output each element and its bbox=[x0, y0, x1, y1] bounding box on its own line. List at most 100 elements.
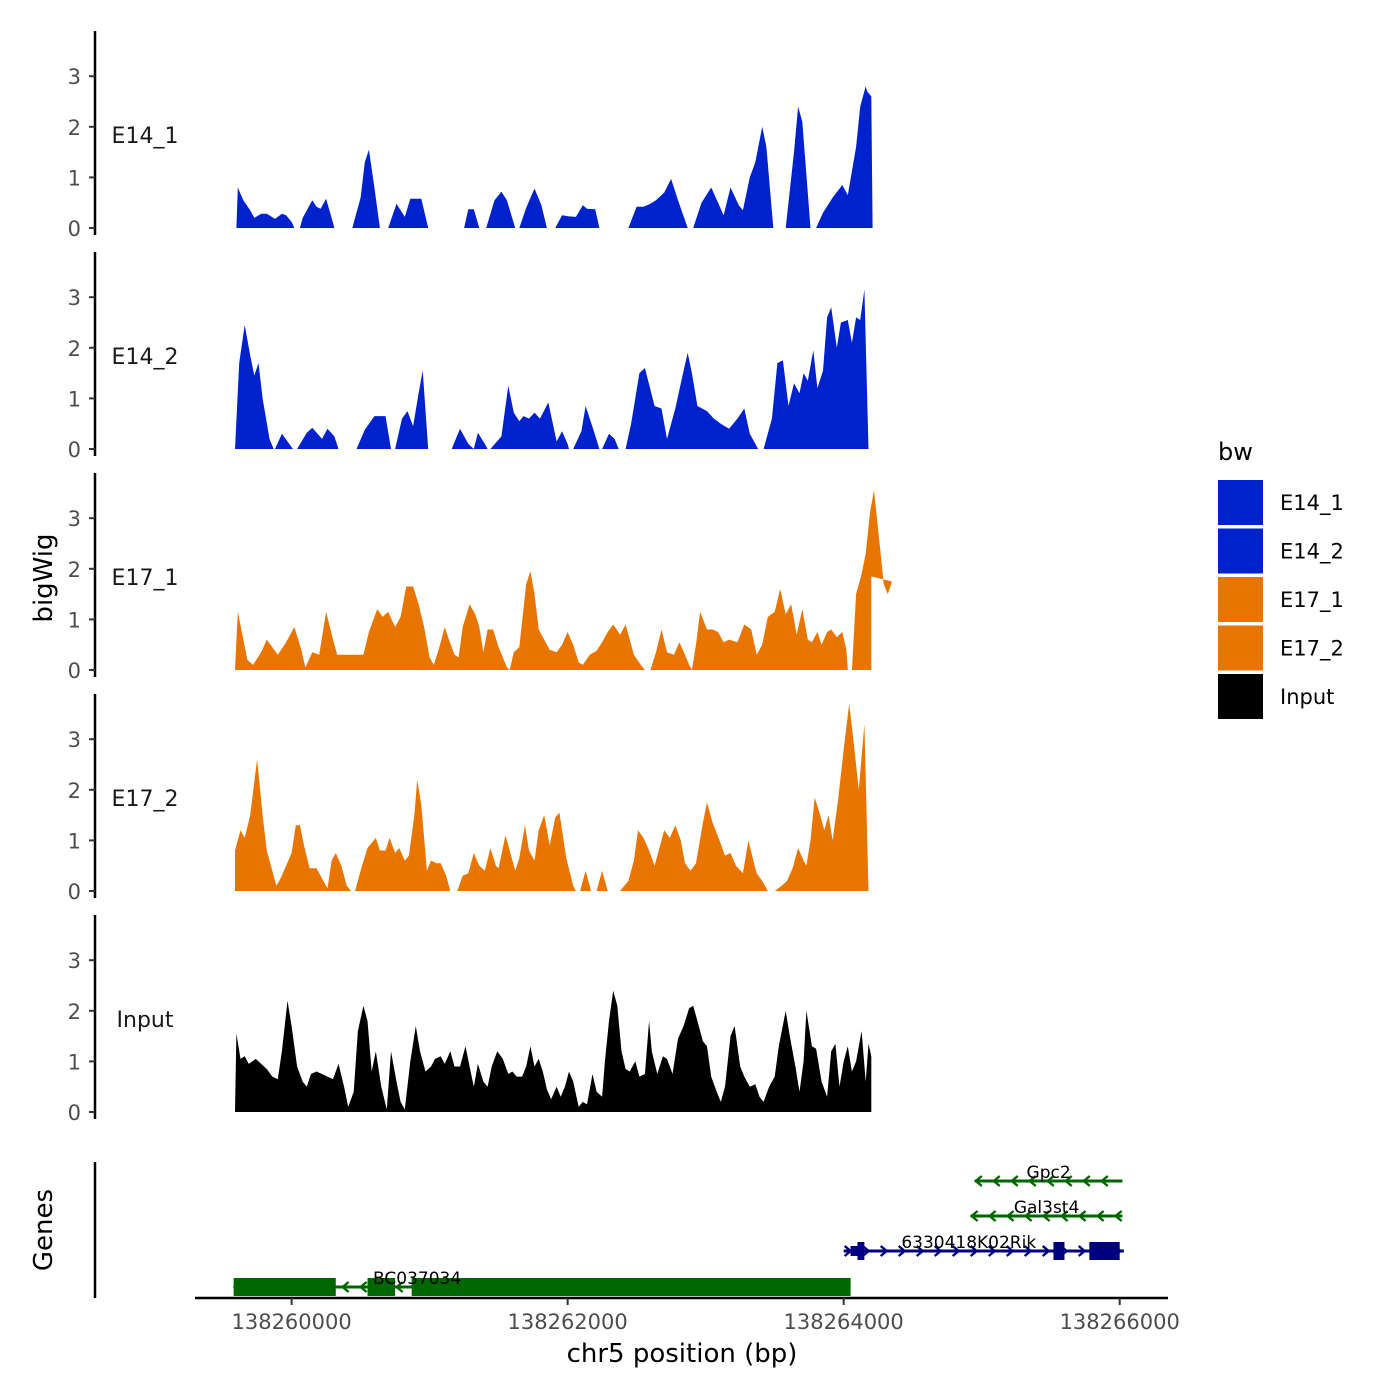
strand-arrow bbox=[991, 1175, 1001, 1187]
exon bbox=[1053, 1242, 1065, 1260]
strand-arrow bbox=[1077, 1210, 1087, 1222]
legend-label: E14_1 bbox=[1280, 491, 1344, 516]
genes-panel: Gpc2 Gal3st4 6330418K02Rik BC037034 bbox=[93, 1162, 1124, 1298]
y-tick-label: 3 bbox=[68, 728, 81, 752]
legend-title: bw bbox=[1218, 438, 1253, 466]
gene-Gpc2: Gpc2 bbox=[973, 1163, 1123, 1187]
strand-arrow bbox=[1027, 1175, 1037, 1187]
strand-arrow bbox=[1077, 1245, 1087, 1257]
gene-label: BC037034 bbox=[373, 1269, 461, 1289]
strand-arrow bbox=[358, 1281, 368, 1293]
strand-arrow bbox=[1059, 1210, 1069, 1222]
legend-item-E14_1: E14_1 bbox=[1218, 480, 1344, 525]
coverage-area-Input bbox=[235, 990, 872, 1112]
y-tick-label: 2 bbox=[68, 558, 81, 582]
strand-arrow bbox=[973, 1175, 983, 1187]
strand-arrow bbox=[1045, 1175, 1055, 1187]
track-label-E14_1: E14_1 bbox=[112, 124, 179, 149]
track-label-E14_2: E14_2 bbox=[112, 345, 179, 370]
legend: bw E14_1 E14_2 E17_1 E17_2 Input bbox=[1218, 438, 1344, 719]
genes-axis-label: Genes bbox=[29, 1189, 59, 1271]
x-axis-label: chr5 position (bp) bbox=[567, 1339, 798, 1369]
legend-swatch bbox=[1218, 674, 1263, 719]
strand-arrow bbox=[1009, 1175, 1019, 1187]
strand-arrow bbox=[1095, 1210, 1105, 1222]
strand-arrow bbox=[915, 1245, 925, 1257]
track-label-Input: Input bbox=[117, 1008, 174, 1033]
y-tick-label: 2 bbox=[68, 337, 81, 361]
y-tick-label: 1 bbox=[68, 608, 81, 632]
y-tick-label: 1 bbox=[68, 387, 81, 411]
coverage-area-E17_2 bbox=[235, 703, 872, 891]
strand-arrow bbox=[1063, 1175, 1073, 1187]
strand-arrow bbox=[1041, 1210, 1051, 1222]
y-tick-label: 3 bbox=[68, 949, 81, 973]
strand-arrow bbox=[1023, 1210, 1033, 1222]
exon bbox=[411, 1278, 851, 1296]
gene-BC037034: BC037034 bbox=[232, 1269, 851, 1296]
y-tick-label: 1 bbox=[68, 1050, 81, 1074]
y-tick-label: 3 bbox=[68, 65, 81, 89]
strand-arrow bbox=[340, 1281, 350, 1293]
strand-arrow bbox=[1099, 1175, 1109, 1187]
y-tick-label: 3 bbox=[68, 507, 81, 531]
legend-label: E17_2 bbox=[1280, 637, 1344, 662]
exon bbox=[233, 1278, 336, 1296]
exon bbox=[367, 1278, 396, 1296]
gene-label: Gal3st4 bbox=[1014, 1198, 1079, 1218]
y-tick-label: 2 bbox=[68, 779, 81, 803]
strand-arrow bbox=[969, 1245, 979, 1257]
exon bbox=[857, 1242, 865, 1260]
strand-arrow bbox=[1005, 1210, 1015, 1222]
gene-Gal3st4: Gal3st4 bbox=[969, 1198, 1123, 1222]
panel-E17_1: 0 1 2 3 E17_1 bbox=[68, 473, 892, 683]
legend-item-E14_2: E14_2 bbox=[1218, 528, 1344, 574]
strand-arrow bbox=[1041, 1245, 1051, 1257]
panel-E14_1: 0 1 2 3 E14_1 bbox=[68, 31, 873, 241]
legend-swatch bbox=[1218, 625, 1263, 671]
y-tick-label: 1 bbox=[68, 166, 81, 190]
exon bbox=[1089, 1242, 1120, 1260]
y-tick-label: 1 bbox=[68, 829, 81, 853]
strand-arrow bbox=[1005, 1245, 1015, 1257]
legend-swatch bbox=[1218, 480, 1263, 525]
strand-arrow bbox=[879, 1245, 889, 1257]
gene-label: 6330418K02Rik bbox=[901, 1233, 1036, 1253]
strand-arrow bbox=[969, 1210, 979, 1222]
y-tick-label: 2 bbox=[68, 116, 81, 140]
track-label-E17_1: E17_1 bbox=[112, 566, 179, 591]
x-tick-label: 138262000 bbox=[508, 1310, 628, 1334]
legend-item-Input: Input bbox=[1218, 674, 1334, 719]
exon bbox=[850, 1246, 858, 1256]
strand-arrow bbox=[1081, 1175, 1091, 1187]
panel-E17_2: 0 1 2 3 E17_2 bbox=[68, 694, 872, 904]
y-tick-label: 0 bbox=[68, 880, 81, 904]
coverage-area-E14_2 bbox=[235, 289, 872, 449]
legend-label: E17_1 bbox=[1280, 588, 1344, 613]
track-label-E17_2: E17_2 bbox=[112, 787, 179, 812]
strand-arrow bbox=[861, 1245, 871, 1257]
legend-item-E17_2: E17_2 bbox=[1218, 625, 1344, 671]
strand-arrow bbox=[1023, 1245, 1033, 1257]
strand-arrow bbox=[1113, 1210, 1123, 1222]
y-tick-label: 0 bbox=[68, 217, 81, 241]
x-axis: 138260000 138262000 138264000 138266000 bbox=[195, 1296, 1180, 1334]
gene-6330418K02Rik: 6330418K02Rik bbox=[843, 1233, 1124, 1260]
strand-arrow bbox=[987, 1210, 997, 1222]
strand-arrow bbox=[394, 1281, 404, 1293]
x-tick-label: 138264000 bbox=[784, 1310, 904, 1334]
strand-arrow bbox=[933, 1245, 943, 1257]
gene-label: Gpc2 bbox=[1027, 1163, 1071, 1183]
legend-item-E17_1: E17_1 bbox=[1218, 577, 1344, 622]
panel-Input: 0 1 2 3 Input bbox=[68, 915, 872, 1125]
legend-swatch bbox=[1218, 528, 1263, 574]
panel-E14_2: 0 1 2 3 E14_2 bbox=[68, 252, 872, 462]
y-tick-label: 0 bbox=[68, 659, 81, 683]
coverage-panels: 0 1 2 3 E14_1 0 1 2 3 E14_2 0 1 2 3 E17_1 0 1 2 3 E17_2 0 1 2 3… bbox=[68, 31, 892, 1125]
y-axis-label: bigWig bbox=[29, 533, 59, 622]
coverage-area-E14_1 bbox=[236, 86, 873, 228]
strand-arrow bbox=[951, 1245, 961, 1257]
legend-label: E14_2 bbox=[1280, 540, 1344, 565]
x-tick-label: 138266000 bbox=[1060, 1310, 1180, 1334]
